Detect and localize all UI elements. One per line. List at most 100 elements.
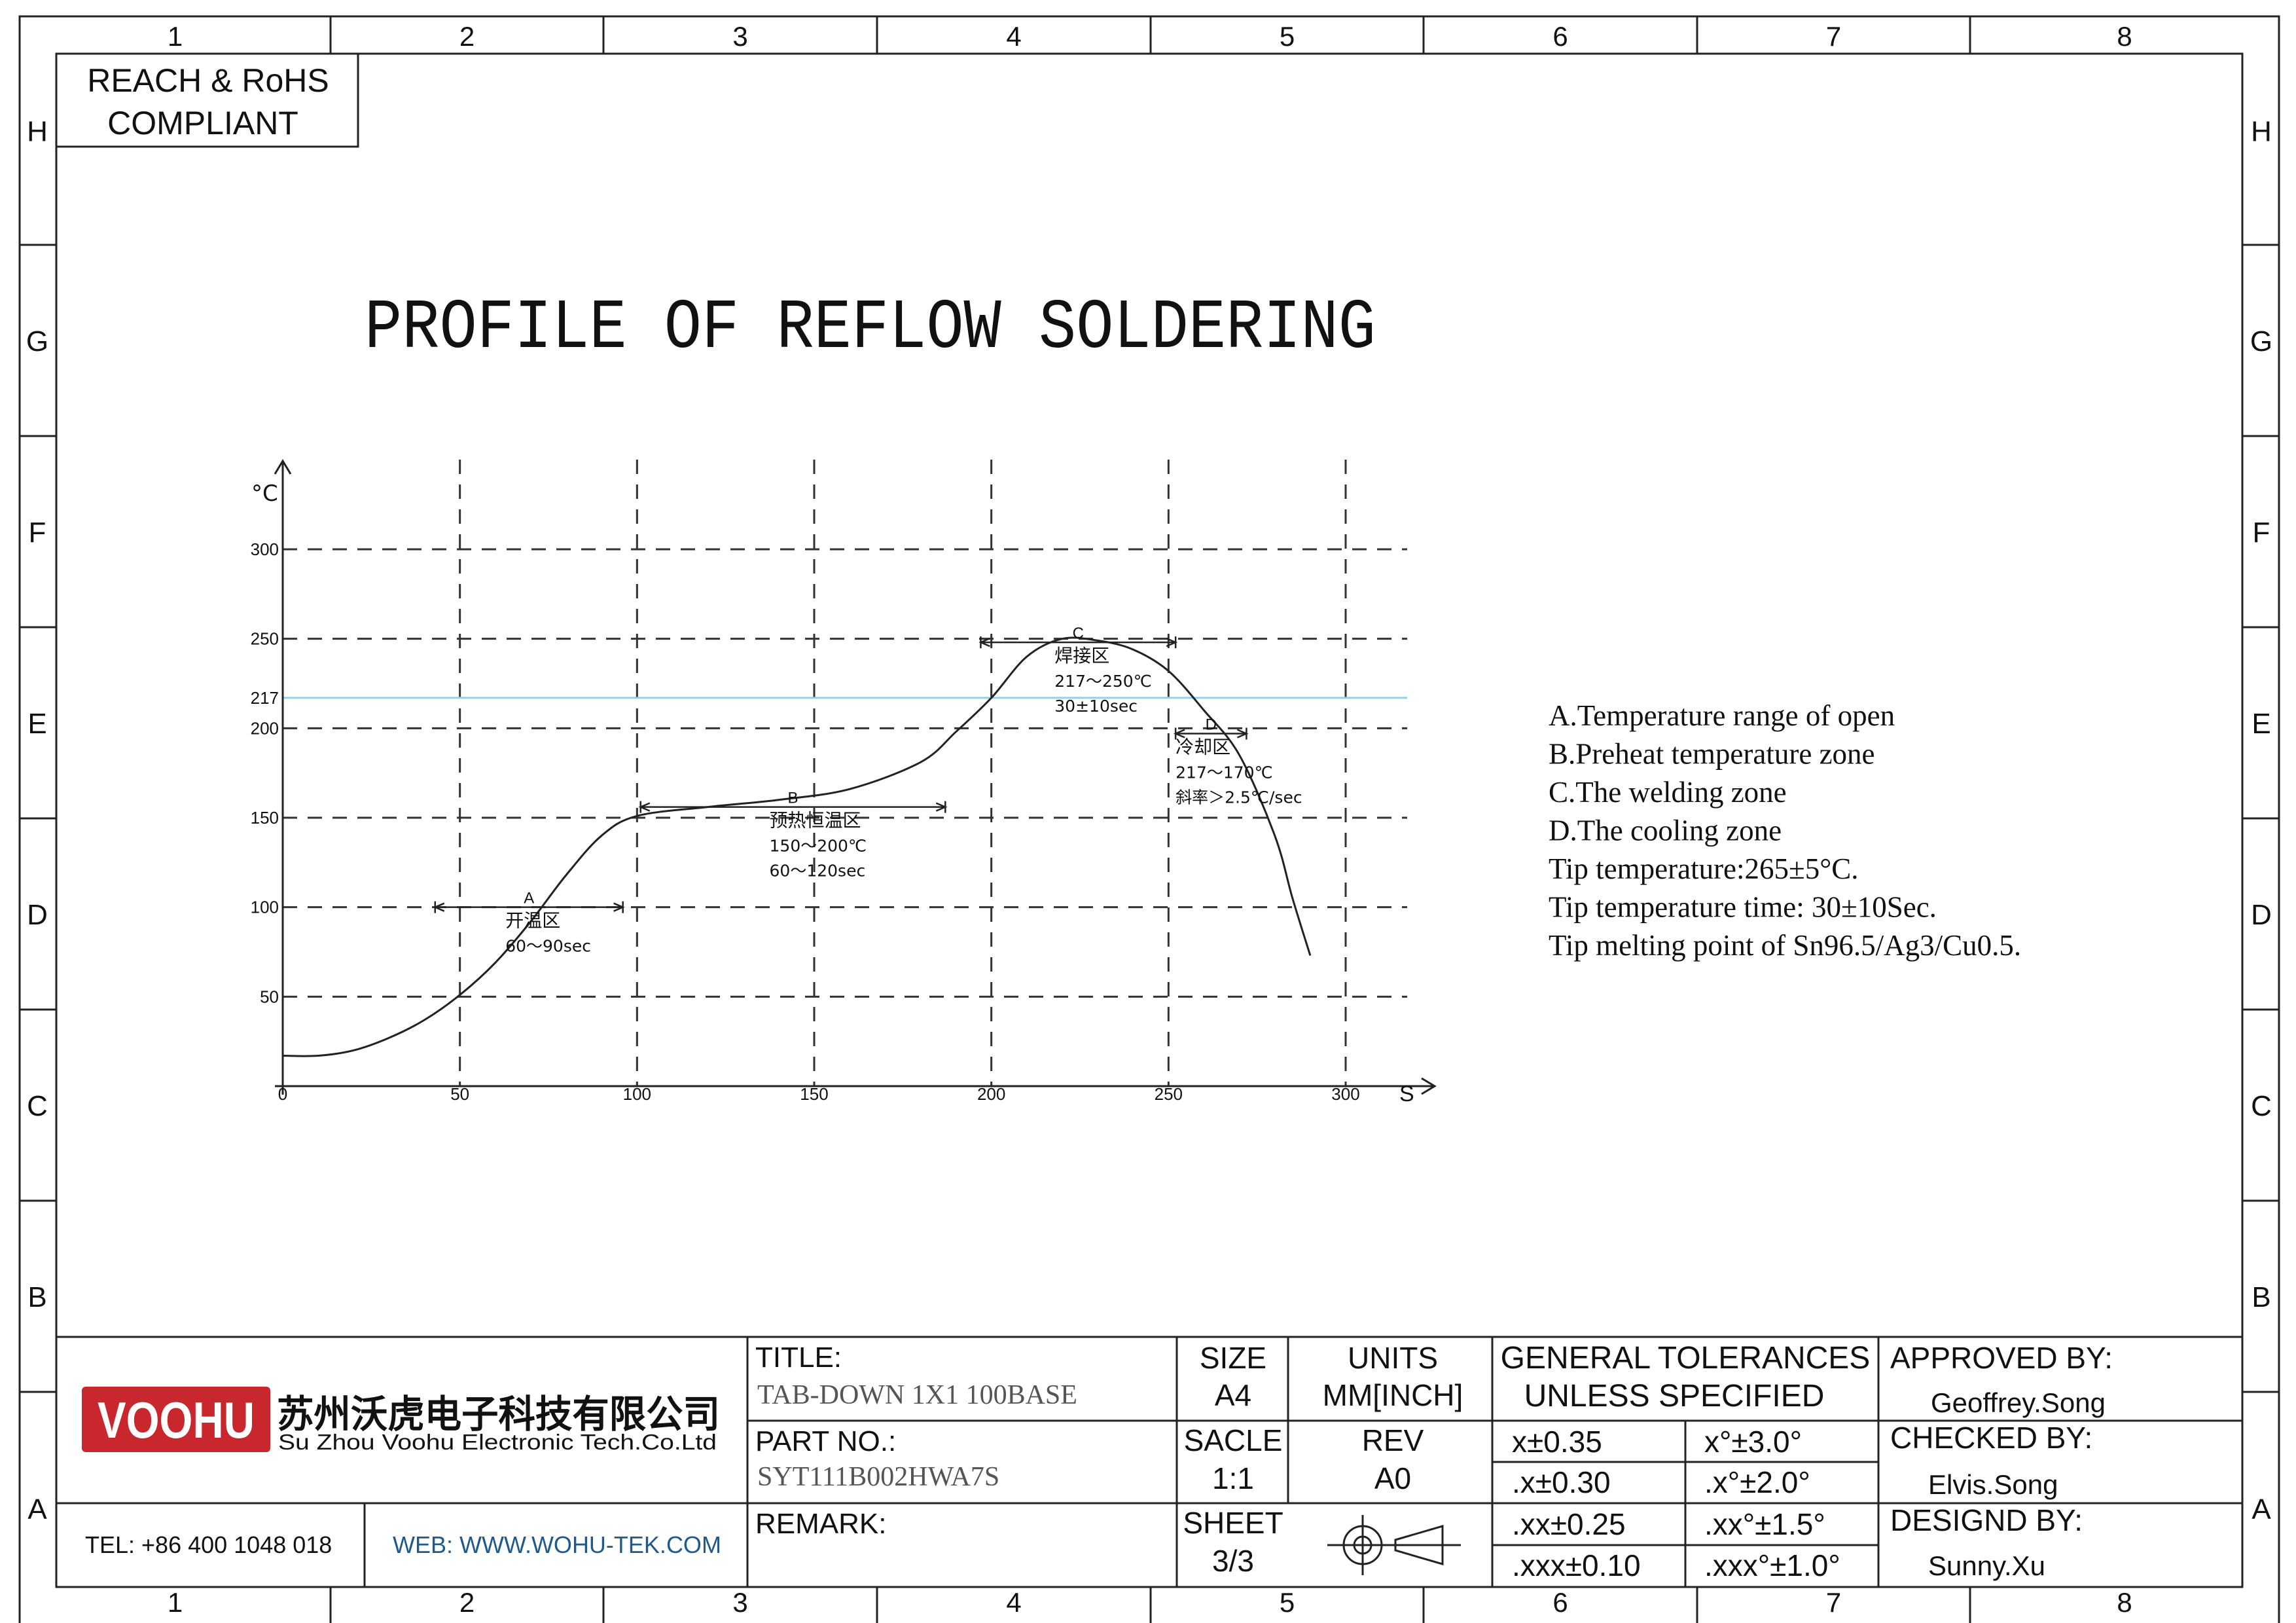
zone-letter: D <box>1206 716 1217 734</box>
remark-label: REMARK: <box>755 1508 886 1540</box>
title-label: TITLE: <box>755 1341 842 1374</box>
zone-column-label: 3 <box>732 1587 747 1618</box>
x-tick-label: 300 <box>1331 1084 1359 1104</box>
y-tick-label: 150 <box>251 808 279 828</box>
drawing-title: PROFILE OF REFLOW SOLDERING <box>365 289 1376 369</box>
revision-label: REV <box>1362 1423 1424 1457</box>
temperature-curve <box>282 636 1312 1057</box>
tolerance-header-1: GENERAL TOLERANCES <box>1501 1341 1871 1376</box>
zone-arrow-right <box>613 902 625 912</box>
part-number-label: PART NO.: <box>755 1425 896 1457</box>
approved-by-value: Geoffrey.Song <box>1931 1387 2106 1418</box>
zone-detail: 30±10sec <box>1054 697 1138 716</box>
zone-markers: 1 1 2 2 3 3 4 4 5 5 6 6 7 7 8 8 H H G G F F E E D D C C B B A A <box>20 16 2279 1623</box>
x-tick-label: 100 <box>623 1084 651 1104</box>
company-name-cn: 苏州沃虎电子科技有限公司 <box>277 1392 720 1436</box>
angular-tolerance: x°±3.0° <box>1704 1425 1802 1459</box>
company-logo: VOOHU <box>82 1387 270 1452</box>
zone-column-label: 4 <box>1006 21 1021 52</box>
profile-zones: A 开温区 60～90sec B 预热恒温区 150～200℃ 60～120sec C 焊接区 2… <box>433 625 1302 956</box>
zone-row-label: D <box>27 899 48 931</box>
zone-column-label: 1 <box>168 1587 183 1618</box>
note-line: D.The cooling zone <box>1549 814 1782 847</box>
zone-name: 冷却区 <box>1175 737 1230 758</box>
zone-letter: B <box>788 790 798 807</box>
linear-tolerance: .x±0.30 <box>1512 1465 1611 1499</box>
zone-column-label: 7 <box>1826 21 1841 52</box>
note-line: Tip temperature:265±5°C. <box>1549 852 1859 885</box>
company-name-en: Su Zhou Voohu Electronic Tech.Co.Ltd <box>278 1430 717 1454</box>
zone-detail: 217～170℃ <box>1175 763 1273 782</box>
revision-value: A0 <box>1374 1461 1411 1495</box>
logo-badge <box>82 1387 270 1452</box>
zone-row-label: C <box>2251 1090 2272 1122</box>
x-tick-labels: 0 50 100 150 200 250 300 <box>278 1084 1360 1104</box>
linear-tolerance: .xxx±0.10 <box>1512 1548 1641 1582</box>
y-tick-label: 250 <box>251 629 279 649</box>
y-tick-label: 50 <box>260 987 279 1006</box>
zone-detail: 60～90sec <box>505 937 591 956</box>
zone-letter: A <box>524 890 534 907</box>
outer-border <box>18 15 2280 1623</box>
x-tick-label: 0 <box>278 1084 287 1104</box>
zone-d: D 冷却区 217～170℃ 斜率＞2.5℃/sec <box>1173 716 1302 807</box>
zone-row-label: C <box>27 1090 48 1122</box>
sheet-label: SHEET <box>1183 1506 1283 1540</box>
zone-a: A 开温区 60～90sec <box>433 890 625 956</box>
inner-border <box>55 52 2244 1588</box>
scale-value: 1:1 <box>1212 1461 1254 1495</box>
logo-text: VOOHU <box>98 1391 255 1449</box>
zone-row-label: F <box>29 517 46 549</box>
tolerance-header-2: UNLESS SPECIFIED <box>1524 1379 1825 1413</box>
zone-row-label: G <box>2250 325 2272 357</box>
designed-by-value: Sunny.Xu <box>1928 1550 2045 1581</box>
size-value: A4 <box>1215 1378 1251 1412</box>
units-label: UNITS <box>1348 1341 1438 1375</box>
zone-detail: 150～200℃ <box>770 837 867 856</box>
zone-c: C 焊接区 217～250℃ 30±10sec <box>978 625 1178 716</box>
zone-row-label: E <box>2251 708 2270 740</box>
zone-arrow-right <box>1236 729 1249 739</box>
first-angle-projection-icon <box>1327 1515 1461 1575</box>
zone-column-label: 8 <box>2117 21 2132 52</box>
angular-tolerance: .x°±2.0° <box>1704 1465 1810 1499</box>
zone-row-label: H <box>27 116 48 148</box>
profile-notes: A.Temperature range of open B.Preheat tem… <box>1549 699 2021 962</box>
zone-row-label: A <box>2251 1493 2271 1525</box>
linear-tolerance: .xx±0.25 <box>1512 1507 1626 1541</box>
x-axis-arrow <box>1421 1077 1437 1095</box>
website-link[interactable]: WEB: WWW.WOHU-TEK.COM <box>393 1531 721 1558</box>
y-tick-labels: 300 250 217 200 150 100 50 <box>251 539 279 1006</box>
checked-by-value: Elvis.Song <box>1928 1469 2058 1500</box>
note-line: B.Preheat temperature zone <box>1549 738 1875 771</box>
linear-tolerance: x±0.35 <box>1512 1425 1602 1459</box>
zone-row-label: B <box>27 1281 46 1313</box>
zone-detail: 60～120sec <box>770 862 866 881</box>
zone-column-label: 5 <box>1280 1587 1295 1618</box>
zone-column-label: 4 <box>1006 1587 1021 1618</box>
zone-row-label: B <box>2251 1281 2270 1313</box>
scale-label: SACLE <box>1184 1423 1283 1457</box>
note-line: Tip melting point of Sn96.5/Ag3/Cu0.5. <box>1549 929 2021 962</box>
zone-column-label: 6 <box>1552 21 1568 52</box>
compliance-line2: COMPLIANT <box>107 105 298 141</box>
note-line: Tip temperature time: 30±10Sec. <box>1549 891 1937 924</box>
zone-row-label: H <box>2251 116 2272 148</box>
zone-detail: 217～250℃ <box>1054 672 1152 691</box>
y-tick-label: 217 <box>251 688 279 708</box>
zone-column-label: 6 <box>1552 1587 1568 1618</box>
angular-tolerance: .xx°±1.5° <box>1704 1507 1825 1541</box>
y-axis-arrow <box>274 459 292 475</box>
zone-name: 焊接区 <box>1054 645 1109 666</box>
zone-row-label: F <box>2253 517 2270 549</box>
size-label: SIZE <box>1200 1341 1266 1375</box>
x-tick-label: 150 <box>800 1084 828 1104</box>
zone-column-label: 7 <box>1826 1587 1841 1618</box>
checked-by-label: CHECKED BY: <box>1890 1421 2092 1455</box>
zone-arrow-left <box>433 902 445 912</box>
zone-row-label: A <box>27 1493 47 1525</box>
chart-axes: °C S <box>251 459 1437 1106</box>
zone-column-label: 5 <box>1280 21 1295 52</box>
angular-tolerance: .xxx°±1.0° <box>1704 1548 1840 1582</box>
